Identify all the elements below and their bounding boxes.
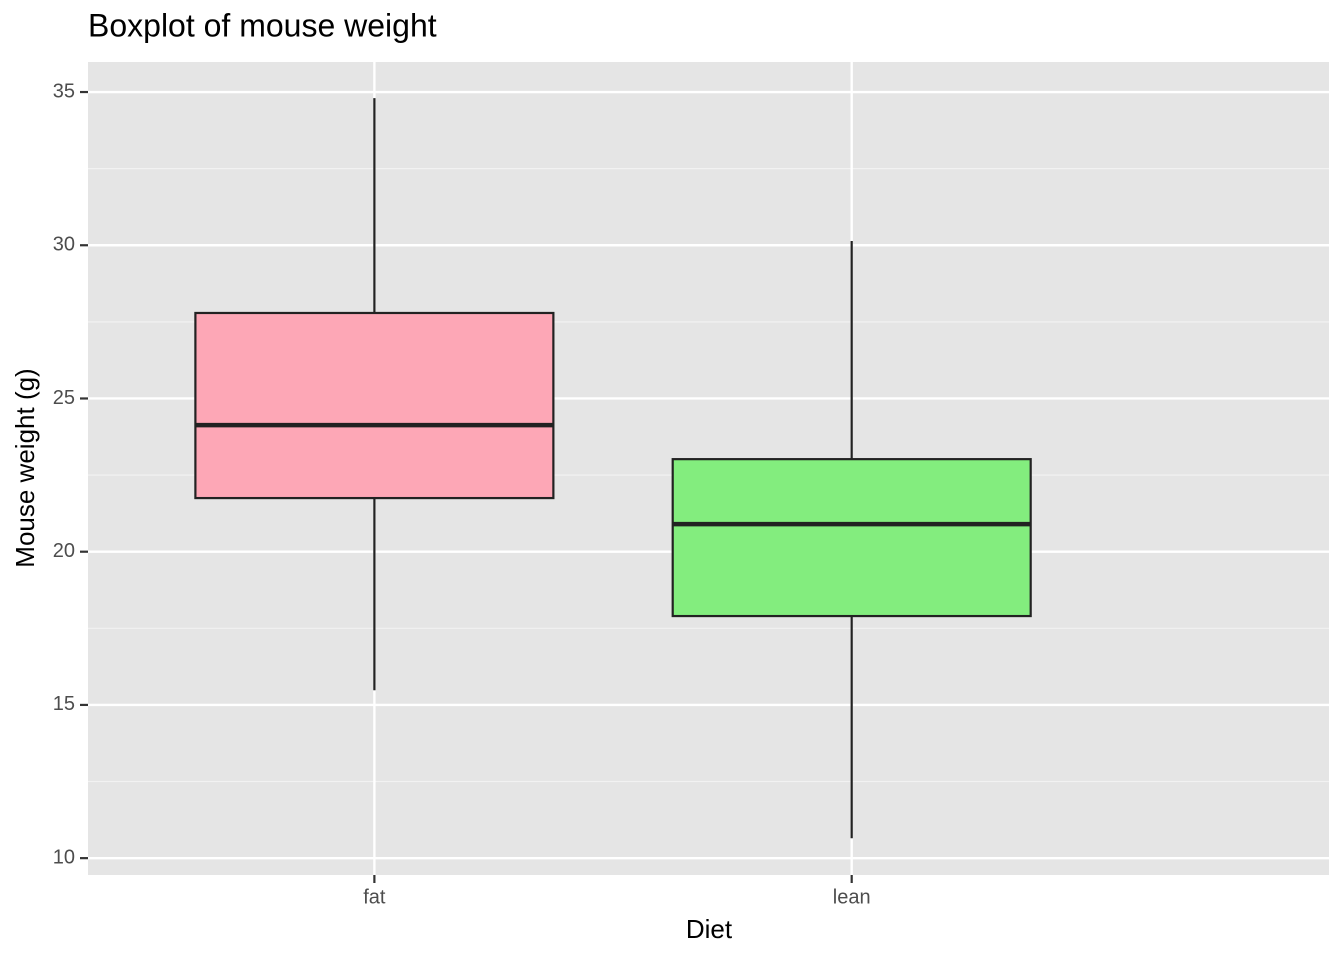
y-tick-label: 35 [53, 80, 75, 102]
chart-title: Boxplot of mouse weight [88, 7, 437, 43]
x-tick-label: lean [833, 886, 871, 908]
y-axis-title: Mouse weight (g) [10, 368, 40, 567]
y-tick-label: 10 [53, 846, 75, 868]
box [194, 311, 555, 500]
marks [194, 98, 1032, 839]
x-axis-title: Diet [686, 914, 733, 944]
y-tick-label: 15 [53, 693, 75, 715]
y-tick-label: 25 [53, 387, 75, 409]
y-tick-label: 20 [53, 540, 75, 562]
x-tick-label: fat [363, 886, 386, 908]
y-tick-label: 30 [53, 234, 75, 256]
box [671, 458, 1032, 618]
